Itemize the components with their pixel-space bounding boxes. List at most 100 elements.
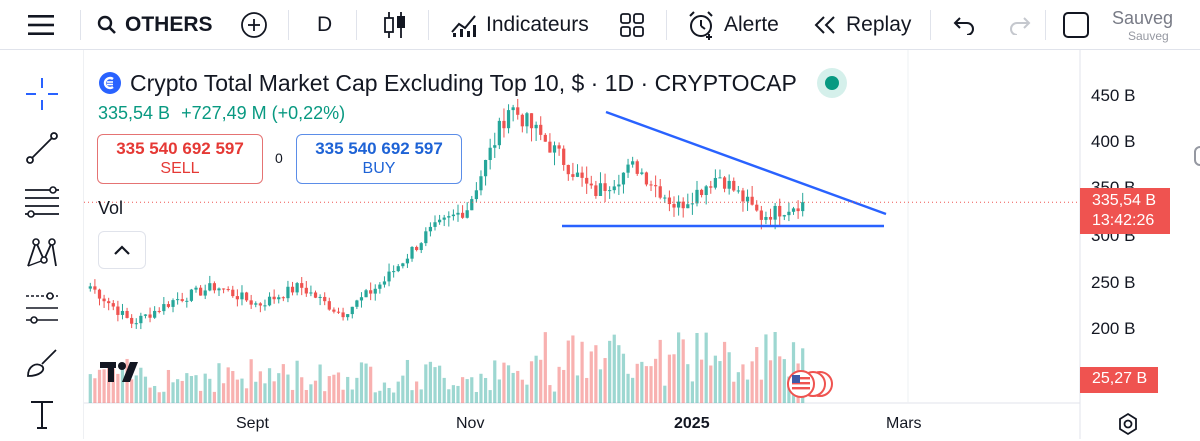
candle: [323, 296, 327, 302]
candle: [594, 185, 598, 196]
symbol-legend[interactable]: Crypto Total Market Cap Excluding Top 10…: [98, 68, 847, 98]
templates-button[interactable]: [619, 0, 645, 50]
menu-button[interactable]: [28, 0, 54, 50]
volume-bar: [355, 377, 359, 403]
volume-bar: [511, 372, 515, 403]
volume-bar: [382, 382, 387, 403]
volume-bar: [516, 370, 520, 403]
crosshair-tool[interactable]: [20, 74, 64, 114]
gear-icon: [1119, 412, 1137, 436]
candle: [125, 310, 129, 318]
candle: [566, 164, 570, 175]
volume-bar: [571, 335, 575, 403]
volume-bar: [346, 376, 350, 403]
redo-button[interactable]: [1008, 0, 1032, 50]
buy-button[interactable]: 335 540 692 597 BUY: [296, 134, 462, 184]
volume-bar: [130, 379, 134, 403]
candle: [88, 286, 92, 289]
chart-type-button[interactable]: [382, 0, 408, 50]
candle: [497, 120, 501, 146]
indicators-button[interactable]: Indicateurs: [450, 0, 589, 50]
trendline-tool[interactable]: [20, 128, 64, 168]
volume-bar: [750, 361, 754, 403]
replay-label: Replay: [846, 13, 912, 36]
candle: [346, 314, 350, 318]
candle: [116, 306, 120, 315]
volume-bar: [442, 377, 446, 403]
brush-tool[interactable]: [20, 342, 64, 382]
time-tick: Nov: [456, 415, 485, 432]
volume-bar: [506, 365, 511, 403]
volume-bar: [212, 391, 217, 403]
xabcd-pattern-icon: [27, 238, 57, 267]
volume-bar: [483, 377, 488, 403]
candle: [185, 300, 189, 302]
volume-bar: [562, 369, 566, 403]
candle: [369, 290, 373, 294]
volume-bar: [768, 360, 773, 403]
volume-bar: [539, 359, 543, 403]
volume-bar: [745, 379, 750, 403]
forecast-tool[interactable]: [20, 288, 64, 328]
volume-bar: [116, 373, 120, 403]
volume-bar: [718, 361, 722, 403]
volume-bar: [309, 384, 313, 403]
volume-bar: [741, 364, 745, 403]
grid-icon: [620, 13, 644, 37]
volume-bar: [231, 371, 235, 403]
volume-bar: [713, 355, 717, 403]
volume-bar: [176, 379, 180, 403]
alert-button[interactable]: Alerte: [686, 0, 779, 50]
candle: [732, 180, 736, 191]
volume-bar: [198, 390, 203, 403]
volume-bar: [603, 358, 607, 403]
collapse-legend-button[interactable]: [98, 231, 146, 269]
candle: [722, 177, 727, 189]
interval-button[interactable]: D: [317, 0, 332, 50]
candle: [608, 190, 612, 192]
volume-bar: [704, 332, 708, 403]
candle: [690, 203, 695, 205]
replay-button[interactable]: Replay: [812, 0, 911, 50]
save-button[interactable]: Sauveg Sauveg: [1112, 0, 1173, 50]
fib-tool[interactable]: [20, 182, 64, 222]
rewind-icon: [814, 16, 835, 34]
hamburger-icon: [28, 15, 54, 35]
candle: [401, 263, 405, 267]
bar-countdown: 13:42:26: [1092, 212, 1155, 229]
volume-bar: [107, 361, 111, 403]
candle: [548, 141, 552, 153]
events-flag[interactable]: [786, 369, 836, 404]
volume-bar: [552, 391, 557, 403]
trendline-icon: [26, 132, 58, 164]
save-sublabel: Sauveg: [1128, 28, 1169, 43]
current-price-value: 335,54 B: [1092, 192, 1157, 209]
add-circle-icon: [241, 12, 267, 38]
sell-button[interactable]: 335 540 692 597 SELL: [97, 134, 263, 184]
volume-legend[interactable]: Vol: [98, 198, 124, 218]
tradingview-logo[interactable]: [100, 360, 146, 389]
candle: [474, 190, 478, 200]
scrollbar-handle[interactable]: [1194, 146, 1200, 166]
candle: [410, 246, 414, 259]
indicators-label: Indicateurs: [486, 13, 589, 36]
candle: [134, 323, 138, 325]
candle: [598, 183, 603, 196]
symbol-search[interactable]: OTHERS: [97, 0, 213, 50]
volume-bar: [405, 359, 410, 403]
volume-bar: [428, 361, 433, 403]
pattern-tool[interactable]: [20, 234, 64, 274]
volume-bar: [732, 381, 736, 403]
layout-button[interactable]: [1062, 0, 1090, 50]
candle: [309, 292, 313, 294]
volume-bar: [456, 385, 460, 403]
undo-button[interactable]: [952, 0, 976, 50]
text-tool[interactable]: [20, 394, 64, 434]
volume-bar: [286, 374, 290, 403]
compare-button[interactable]: [240, 0, 268, 50]
chart-settings-button[interactable]: [1116, 412, 1140, 441]
price-chart[interactable]: [84, 50, 1200, 439]
search-icon: [97, 15, 116, 34]
candle: [525, 113, 529, 127]
volume-bar: [672, 354, 676, 403]
